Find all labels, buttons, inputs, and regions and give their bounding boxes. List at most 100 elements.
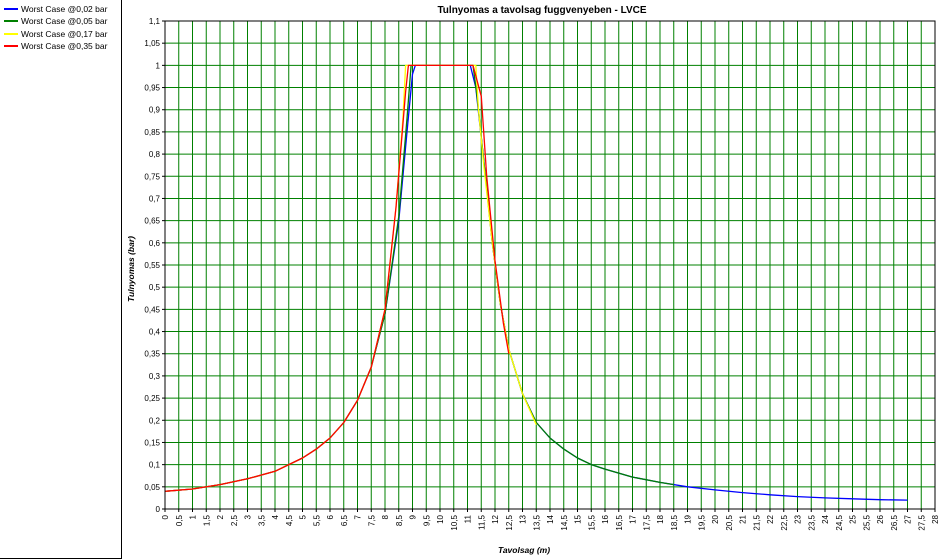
- chart: Tulnyomas a tavolsag fuggvenyeben - LVCE…: [126, 5, 940, 555]
- x-tick-label: 5: [299, 514, 308, 519]
- y-tick-label: 0,8: [149, 150, 161, 159]
- x-tick-label: 11,5: [477, 514, 486, 530]
- x-tick-label: 14: [546, 514, 555, 523]
- x-tick-label: 0: [161, 514, 170, 519]
- x-tick-label: 27: [904, 514, 913, 523]
- y-tick-label: 1,05: [144, 39, 160, 48]
- x-tick-label: 2: [216, 514, 225, 519]
- chart-title: Tulnyomas a tavolsag fuggvenyeben - LVCE: [437, 5, 646, 16]
- x-tick-label: 22,5: [780, 514, 789, 530]
- x-tick-label: 12: [491, 514, 500, 523]
- x-tick-label: 6: [326, 514, 335, 519]
- x-tick-label: 20,5: [725, 514, 734, 530]
- y-tick-label: 0,45: [144, 305, 160, 314]
- x-tick-label: 15: [574, 514, 583, 523]
- y-tick-label: 0,3: [149, 372, 161, 381]
- x-tick-label: 16: [601, 514, 610, 523]
- series-line-2: [164, 64, 674, 492]
- x-tick-label: 8: [381, 514, 390, 519]
- y-tick-label: 0,85: [144, 128, 160, 137]
- x-tick-label: 25,5: [862, 514, 871, 530]
- x-tick-label: 28: [931, 514, 940, 523]
- x-tick-label: 12,5: [505, 514, 514, 530]
- x-tick-label: 23: [794, 514, 803, 523]
- y-tick-label: 0,6: [149, 239, 161, 248]
- legend-item: Worst Case @0,02 bar: [4, 3, 107, 14]
- x-tick-label: 9,5: [422, 514, 431, 526]
- legend-item: Worst Case @0,17 bar: [4, 28, 107, 39]
- y-tick-label: 0,75: [144, 172, 160, 181]
- y-tick-label: 0,65: [144, 217, 160, 226]
- tick-labels: 0 0,5 1 1,5 2 2,5 3 3,5 4 4,5 5 5,5 6 6,5 7 7,5 8 8,5 9 9,5…: [144, 17, 940, 531]
- x-tick-label: 7: [354, 514, 363, 519]
- x-tick-label: 24: [821, 514, 830, 523]
- x-tick-label: 25: [849, 514, 858, 523]
- x-tick-label: 26,5: [890, 514, 899, 530]
- x-tick-label: 14,5: [560, 514, 569, 530]
- y-tick-label: 0,9: [149, 106, 161, 115]
- x-tick-label: 21: [739, 514, 748, 523]
- x-tick-label: 19,5: [697, 514, 706, 530]
- y-tick-label: 1: [156, 61, 161, 70]
- x-tick-label: 19: [684, 514, 693, 523]
- x-tick-label: 10,5: [450, 514, 459, 530]
- legend-swatch: [4, 7, 18, 10]
- x-tick-label: 17,5: [642, 514, 651, 530]
- legend-label: Worst Case @0,02 bar: [21, 3, 108, 14]
- legend-label: Worst Case @0,05 bar: [21, 16, 108, 26]
- y-tick-label: 0,4: [149, 328, 161, 337]
- y-tick-label: 0: [156, 505, 161, 514]
- x-tick-label: 24,5: [835, 514, 844, 530]
- x-tick-label: 0,5: [175, 514, 184, 526]
- x-tick-label: 11: [464, 514, 473, 523]
- x-tick-label: 3,5: [257, 514, 266, 526]
- x-axis-title: Tavolsag (m): [498, 545, 550, 555]
- x-tick-label: 18,5: [670, 514, 679, 530]
- x-tick-label: 4: [271, 514, 280, 519]
- x-tick-label: 22: [766, 514, 775, 523]
- grid: [165, 21, 935, 509]
- series-line-3: [164, 64, 537, 492]
- x-tick-label: 7,5: [367, 514, 376, 526]
- y-axis-title: Tulnyomas (bar): [126, 236, 136, 302]
- y-tick-label: 0,55: [144, 261, 160, 270]
- x-tick-label: 10: [436, 514, 445, 523]
- legend-item: Worst Case @0,35 bar: [4, 41, 107, 52]
- legend-swatch: [4, 32, 18, 35]
- y-tick-label: 0,95: [144, 84, 160, 93]
- x-tick-label: 2,5: [230, 514, 239, 526]
- x-tick-label: 13,5: [532, 514, 541, 530]
- x-tick-label: 20: [711, 514, 720, 523]
- x-tick-label: 6,5: [340, 514, 349, 526]
- x-tick-label: 15,5: [587, 514, 596, 530]
- x-tick-label: 1: [189, 514, 198, 519]
- y-tick-label: 0,1: [149, 461, 161, 470]
- x-tick-label: 9: [409, 514, 418, 519]
- y-tick-label: 0,7: [149, 194, 161, 203]
- y-tick-label: 0,5: [149, 283, 161, 292]
- x-tick-label: 16,5: [615, 514, 624, 530]
- x-tick-label: 18: [656, 514, 665, 523]
- legend-label: Worst Case @0,17 bar: [21, 28, 108, 39]
- y-tick-label: 0,15: [144, 438, 160, 447]
- y-tick-label: 0,25: [144, 394, 160, 403]
- legend: Worst Case @0,02 bar Worst Case @0,05 bar…: [0, 0, 122, 559]
- y-tick-label: 0,2: [149, 416, 161, 425]
- x-tick-label: 5,5: [312, 514, 321, 526]
- series-line-4: [164, 64, 510, 492]
- x-tick-label: 17: [629, 514, 638, 523]
- legend-item: Worst Case @0,05 bar: [4, 16, 107, 27]
- series-layer: [164, 64, 908, 501]
- y-tick-label: 0,35: [144, 350, 160, 359]
- x-tick-label: 26: [876, 514, 885, 523]
- legend-swatch: [4, 20, 18, 22]
- x-tick-label: 13: [519, 514, 528, 523]
- y-tick-label: 1,1: [149, 17, 161, 26]
- x-tick-label: 1,5: [202, 514, 211, 526]
- y-tick-label: 0,05: [144, 483, 160, 492]
- x-tick-label: 4,5: [285, 514, 294, 526]
- x-tick-label: 8,5: [395, 514, 404, 526]
- x-tick-label: 21,5: [752, 514, 761, 530]
- x-tick-label: 27,5: [917, 514, 926, 530]
- x-tick-label: 23,5: [807, 514, 816, 530]
